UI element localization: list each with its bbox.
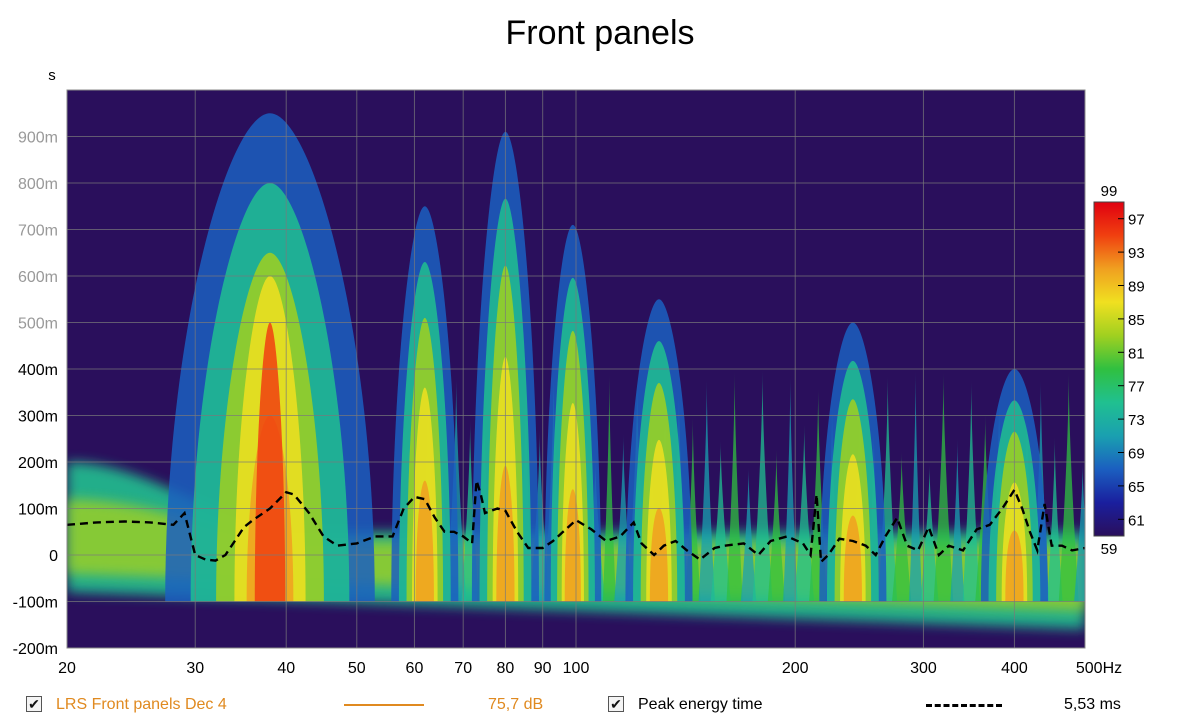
x-tick-label: 60 <box>406 660 424 677</box>
decay-ridge-minor <box>783 375 798 602</box>
y-tick-label: -100m <box>13 595 58 612</box>
decay-ridge-minor <box>933 370 954 602</box>
decay-ridge-minor <box>950 438 965 602</box>
legend-value-peak: 5,53 ms <box>1064 696 1121 713</box>
colorbar-tick-label: 93 <box>1128 245 1145 262</box>
legend-checkbox-lrs[interactable]: ✔ <box>26 696 42 712</box>
y-tick-label: 900m <box>18 130 58 147</box>
y-tick-label: 500m <box>18 316 58 333</box>
decay-ridge-minor <box>920 464 939 602</box>
colorbar-tick-label: 69 <box>1128 446 1145 463</box>
x-tick-label: 40 <box>277 660 295 677</box>
legend-label-lrs: LRS Front panels Dec 4 <box>56 696 227 713</box>
legend: ✔ LRS Front panels Dec 4 75,7 dB ✔ Peak … <box>0 692 1200 720</box>
colorbar-scale <box>1093 201 1125 537</box>
plot-border <box>66 89 1086 649</box>
colorbar-tick-label: 65 <box>1128 479 1145 496</box>
series-line-0 <box>66 480 1086 565</box>
x-tick-label: 20 <box>58 660 76 677</box>
x-tick-label: 500Hz <box>1076 660 1122 677</box>
decay-ridge-minor <box>767 449 785 602</box>
y-tick-label: 800m <box>18 176 58 193</box>
y-tick-label: -200m <box>13 641 58 658</box>
colorbar-min-label: 59 <box>1101 541 1118 558</box>
decay-ridge-minor <box>1074 462 1085 602</box>
y-tick-label: 200m <box>18 455 58 472</box>
decay-ridge-5-layer-4 <box>843 515 862 602</box>
colorbar-tick-label: 77 <box>1128 379 1145 396</box>
legend-swatch-peak <box>926 704 1002 707</box>
decay-ridge-minor <box>740 467 757 602</box>
decay-ridge-minor <box>710 441 731 602</box>
colorbar-tick-label: 89 <box>1128 279 1145 296</box>
series-layer <box>66 480 1086 565</box>
decay-ridge-minor <box>962 379 980 602</box>
y-tick-label: 300m <box>18 409 58 426</box>
x-tick-label: 80 <box>497 660 515 677</box>
colorbar-tick-label: 81 <box>1128 345 1145 362</box>
chart-title: Front panels <box>505 14 695 52</box>
x-tick-label: 200 <box>782 660 809 677</box>
colorbar-tick-label: 73 <box>1128 412 1145 429</box>
colorbar-max-label: 99 <box>1101 183 1118 200</box>
decay-ridge-minor <box>794 424 815 602</box>
colorbar-tick-label: 85 <box>1128 312 1145 329</box>
y-axis-unit: s <box>48 67 56 84</box>
x-tick-label: 90 <box>534 660 552 677</box>
legend-checkbox-peak[interactable]: ✔ <box>608 696 624 712</box>
decay-ridge-minor <box>909 369 923 602</box>
y-tick-label: 600m <box>18 269 58 286</box>
colorbar-tick-label: 97 <box>1128 212 1145 229</box>
decay-ridge-minor <box>1047 437 1063 602</box>
decay-ridge-minor <box>892 451 912 602</box>
decay-ridge-3-layer-4 <box>564 489 581 602</box>
decay-ridge-minor <box>698 378 715 602</box>
y-tick-label: 700m <box>18 223 58 240</box>
x-tick-label: 70 <box>454 660 472 677</box>
axes: 20 30 40 50 60 70 80 90 100 200 300 400 500Hz 900m 800… <box>13 67 1122 677</box>
colorbar-tick-label: 61 <box>1128 512 1145 529</box>
x-tick-label: 400 <box>1001 660 1028 677</box>
x-tick-label: 100 <box>563 660 590 677</box>
x-tick-label: 30 <box>186 660 204 677</box>
y-tick-label: 0 <box>49 548 58 565</box>
decay-ridge-1-layer-4 <box>415 480 434 602</box>
legend-swatch-lrs <box>344 704 424 706</box>
x-tick-label: 50 <box>348 660 366 677</box>
legend-label-peak: Peak energy time <box>638 696 763 713</box>
y-tick-label: 100m <box>18 502 58 519</box>
colorbar: 97 93 89 85 81 77 73 69 65 61 99 59 <box>1093 183 1145 558</box>
decay-ridge-minor <box>602 371 616 602</box>
x-tick-label: 300 <box>910 660 937 677</box>
y-tick-label: 400m <box>18 362 58 379</box>
legend-value-lrs: 75,7 dB <box>488 696 544 713</box>
decay-ridge-minor <box>1058 371 1079 602</box>
